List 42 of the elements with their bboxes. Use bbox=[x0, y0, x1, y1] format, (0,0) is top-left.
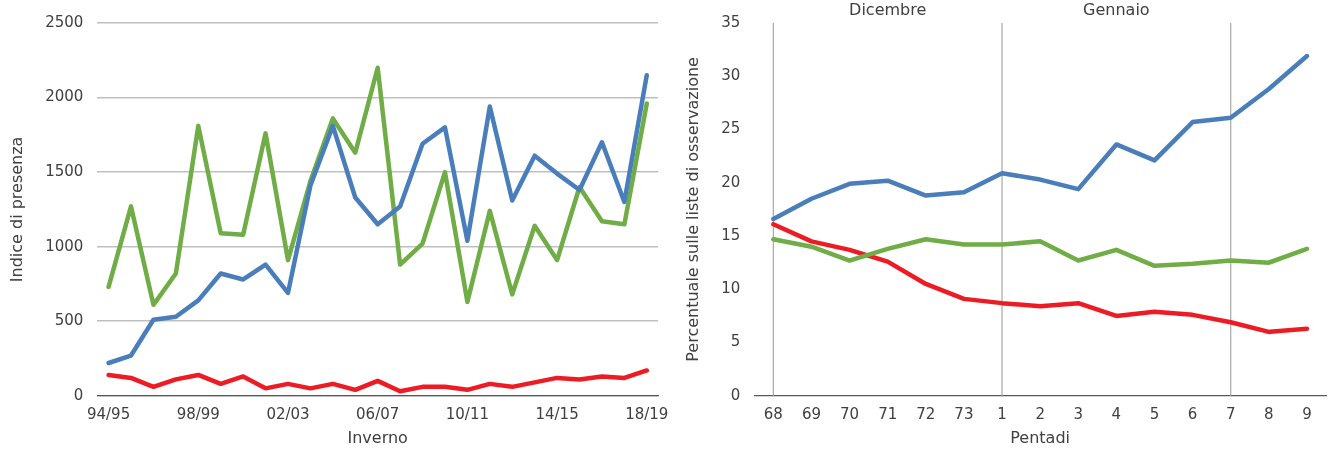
x-tick-label: 14/15 bbox=[535, 404, 579, 423]
x-tick-label: 1 bbox=[997, 404, 1007, 423]
y-tick-label: 0 bbox=[730, 385, 741, 404]
text: Dicembre bbox=[849, 0, 927, 20]
x-tick-label: 18/19 bbox=[625, 404, 669, 423]
x-tick-label: 06/07 bbox=[356, 404, 400, 423]
y-tick-label: 0 bbox=[73, 385, 84, 404]
x-tick-label: 3 bbox=[1073, 404, 1084, 423]
x-axis-title: Inverno bbox=[347, 427, 408, 447]
x-tick-label: 10/11 bbox=[445, 404, 489, 423]
x-tick-label: 7 bbox=[1225, 404, 1236, 423]
y-tick-label: 500 bbox=[54, 311, 84, 330]
y-tick-label: 10 bbox=[721, 279, 741, 298]
x-tick-label: 68 bbox=[763, 404, 783, 423]
x-tick-label: 2 bbox=[1035, 404, 1045, 423]
x-tick-label: 6 bbox=[1187, 404, 1198, 423]
y-tick-label: 20 bbox=[721, 172, 741, 191]
y-tick-label: 1500 bbox=[45, 162, 84, 181]
y-tick-label: 2000 bbox=[45, 87, 84, 106]
y-tick-label: 2500 bbox=[45, 12, 84, 31]
x-tick-label: 8 bbox=[1264, 404, 1274, 423]
y-tick-label: 35 bbox=[721, 12, 741, 31]
y-tick-label: 5 bbox=[730, 332, 741, 351]
y-tick-label: 15 bbox=[721, 225, 741, 244]
x-tick-label: 5 bbox=[1149, 404, 1160, 423]
y-tick-label: 1000 bbox=[45, 236, 84, 255]
x-axis-title: Pentadi bbox=[1010, 427, 1071, 447]
x-tick-label: 73 bbox=[954, 404, 974, 423]
y-axis-title: Percentuale sulle liste di osservazione bbox=[682, 57, 702, 362]
y-axis-title: Indice di presenza bbox=[6, 136, 26, 283]
x-tick-label: 69 bbox=[801, 404, 822, 423]
y-tick-label: 25 bbox=[721, 119, 741, 138]
x-tick-label: 02/03 bbox=[266, 404, 310, 423]
x-tick-label: 9 bbox=[1302, 404, 1312, 423]
x-tick-label: 70 bbox=[840, 404, 860, 423]
x-tick-label: 4 bbox=[1111, 404, 1122, 423]
x-tick-label: 72 bbox=[916, 404, 936, 423]
text: Gennaio bbox=[1083, 0, 1150, 20]
x-tick-label: 71 bbox=[878, 404, 898, 423]
y-tick-label: 30 bbox=[721, 66, 741, 85]
x-tick-label: 94/95 bbox=[86, 404, 131, 423]
x-tick-label: 98/99 bbox=[176, 404, 220, 423]
